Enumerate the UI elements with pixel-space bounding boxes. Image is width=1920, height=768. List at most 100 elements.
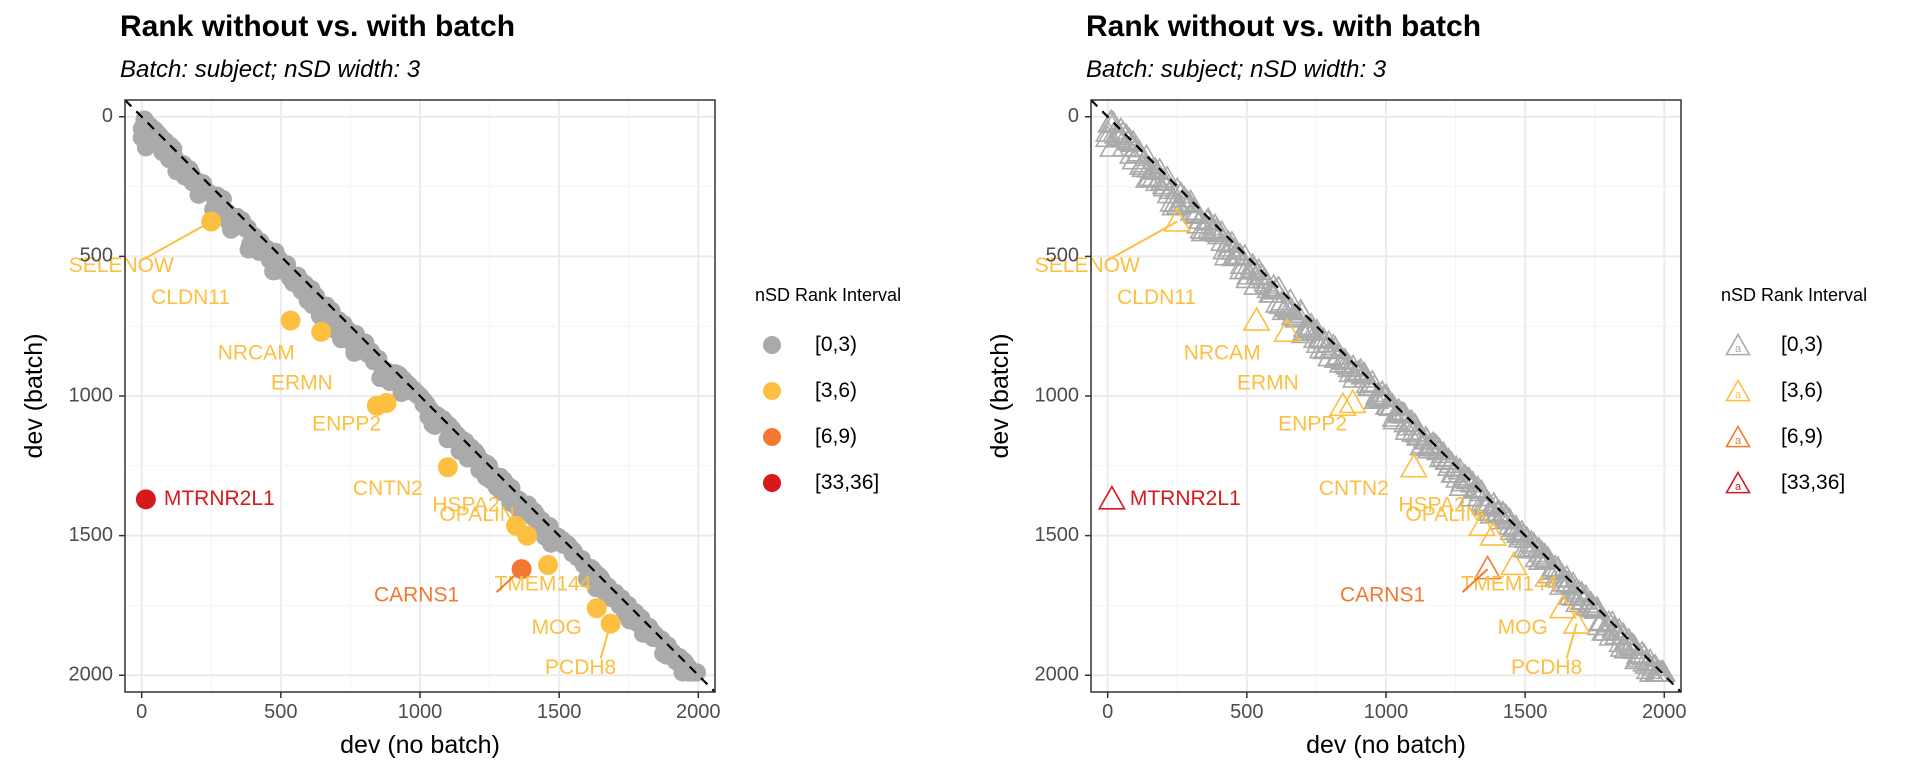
data-point <box>1443 454 1470 478</box>
legend-label: [0,3) <box>1781 333 1824 356</box>
legend: nSD Rank Interval a [0,3) a [3,6) a [6,9) a… <box>1721 285 1867 506</box>
x-tick-label: 2000 <box>676 701 721 723</box>
point-label: SELENOW <box>69 254 174 277</box>
point-label: ERMN <box>271 371 333 394</box>
x-tick-label: 0 <box>136 701 147 723</box>
highlight-point <box>1399 452 1428 478</box>
point-label: CARNS1 <box>1340 584 1425 607</box>
highlight-point <box>1328 391 1357 417</box>
legend-title: nSD Rank Interval <box>755 285 902 305</box>
data-point <box>1623 646 1650 670</box>
highlight-point <box>538 554 559 575</box>
x-tick-label: 500 <box>1230 701 1263 723</box>
y-tick-label: 1000 <box>1035 384 1080 406</box>
legend-item: [0,3) <box>755 322 901 368</box>
legend-key-1 <box>763 382 781 400</box>
point-label: CARNS1 <box>374 584 459 607</box>
legend-item: a [6,9) <box>1721 414 1867 460</box>
legend-marker <box>1725 470 1751 494</box>
highlight-point <box>586 598 607 619</box>
legend-item: [3,6) <box>755 368 901 414</box>
y-tick-label: 1500 <box>69 524 114 546</box>
legend-item: [33,36] <box>755 460 901 506</box>
legend-marker <box>1725 378 1751 402</box>
point-label: ERMN <box>1237 371 1299 394</box>
y-tick-label: 500 <box>80 245 113 267</box>
x-tick-label: 1000 <box>1364 701 1409 723</box>
scatter-plot-right: SELENOW CLDN11 NRCAM ERMN ENPP2 CNTN2 HSPA2OPA… <box>986 99 1687 759</box>
legend-item: a [3,6) <box>1721 368 1867 414</box>
data-point <box>1231 243 1258 267</box>
legend-marker <box>763 428 781 446</box>
legend-marker <box>1725 332 1751 356</box>
chart-title: Rank without vs. with batch <box>120 10 516 43</box>
legend-key-0 <box>763 336 781 354</box>
data-point <box>1397 409 1423 433</box>
data-point <box>1292 314 1319 337</box>
legend-title: nSD Rank Interval <box>1721 285 1868 305</box>
legend-item: a [0,3) <box>1721 322 1867 368</box>
highlight-point <box>311 321 332 342</box>
point-label: ENPP2 <box>312 413 381 436</box>
point-label: HSPA2 <box>432 493 499 516</box>
data-point <box>1165 191 1192 215</box>
data-point <box>1133 143 1160 167</box>
point-label: ENPP2 <box>1278 413 1347 436</box>
data-point <box>1554 570 1581 593</box>
x-axis-title: dev (no batch) <box>340 731 500 759</box>
data-point <box>1315 329 1342 353</box>
point-label: SELENOW <box>1035 254 1140 277</box>
legend-glyph: a <box>1735 389 1742 401</box>
legend-item: [6,9) <box>755 414 901 460</box>
legend-glyph: a <box>1735 481 1742 493</box>
legend-label: [6,9) <box>1781 425 1824 448</box>
point-label: TMEM144 <box>495 572 592 595</box>
data-point <box>1407 422 1434 445</box>
point-label: CNTN2 <box>1319 477 1389 500</box>
highlight-point <box>437 457 458 478</box>
highlight-point <box>1479 521 1508 546</box>
point-label: CLDN11 <box>151 286 230 309</box>
data-point <box>136 138 155 157</box>
data-point <box>1227 242 1253 265</box>
data-point <box>1420 430 1447 454</box>
data-point <box>1531 542 1558 565</box>
legend-key-3 <box>763 474 781 492</box>
legend-marker <box>763 336 781 354</box>
highlight-point <box>517 525 538 546</box>
data-point <box>1513 525 1540 549</box>
highlight-point <box>1242 306 1271 331</box>
identity-line <box>1090 99 1682 693</box>
data-point <box>1426 436 1453 460</box>
data-point <box>1606 617 1633 641</box>
data-point <box>1572 583 1599 607</box>
point-label: MOG <box>1498 616 1548 639</box>
point-label: CLDN11 <box>1117 286 1196 309</box>
point-label: NRCAM <box>218 341 295 364</box>
series-band <box>132 110 706 682</box>
legend-label: [6,9) <box>815 425 858 448</box>
point-label: PCDH8 <box>1511 656 1582 679</box>
highlight-point <box>135 489 156 510</box>
label-leader-line <box>599 623 612 659</box>
data-point <box>1098 134 1125 157</box>
identity-line <box>124 99 716 693</box>
y-tick-label: 2000 <box>1035 664 1080 686</box>
legend-marker <box>763 474 781 492</box>
x-tick-label: 2000 <box>1642 701 1687 723</box>
data-point <box>1183 201 1210 225</box>
y-tick-label: 1000 <box>69 384 114 406</box>
data-point <box>1522 533 1548 557</box>
legend-key-1: a <box>1725 378 1751 402</box>
legend-label: [33,36] <box>1781 471 1846 494</box>
x-tick-label: 500 <box>264 701 297 723</box>
highlight-point <box>1097 485 1126 510</box>
point-label: TMEM144 <box>1461 572 1558 595</box>
highlight-point <box>1499 550 1529 576</box>
x-tick-label: 0 <box>1102 701 1113 723</box>
data-point <box>1592 618 1619 641</box>
data-point <box>1126 139 1153 162</box>
highlight-point <box>1548 593 1577 619</box>
y-tick-label: 1500 <box>1035 524 1080 546</box>
legend-glyph: a <box>1735 343 1742 355</box>
